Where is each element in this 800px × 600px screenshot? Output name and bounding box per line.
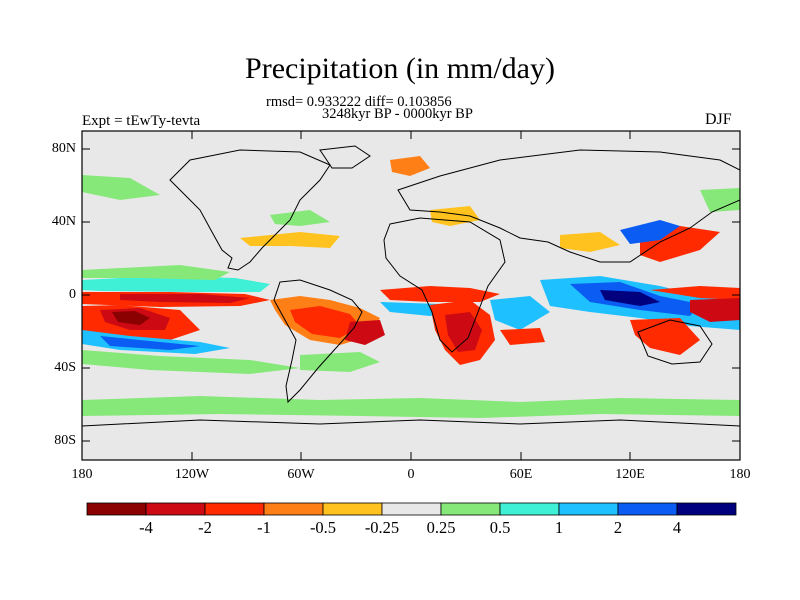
colorbar-swatch-7 [499,502,560,516]
atlantic-itcz-red [380,286,500,302]
x-tick-0: 0 [407,467,415,482]
colorbar-label-9: 4 [672,518,682,537]
australia-red [630,318,700,355]
spcz-core [112,311,150,325]
x-tick-180-right: 180 [729,467,751,482]
antarctica-outline [82,419,740,427]
indian-ocean-west-blue [490,296,550,330]
colorbar-label-0: -4 [139,518,153,537]
plot-title: Precipitation (in mm/day) [245,52,555,85]
y-tick-80n: 80N [51,141,76,156]
pacific-north-cyan [82,276,270,292]
colorbar-label-5: 0.25 [426,518,456,537]
colorbar-label-2: -1 [257,518,271,537]
south-pacific-darkblue [100,336,200,350]
period-subtitle: 3248kyr BP - 0000kyr BP [322,106,473,122]
y-tick-0: 0 [69,287,76,302]
x-axis-ticks [191,131,631,460]
colorbar-swatch-0 [86,502,147,516]
pacific-itcz-darkred [120,294,250,303]
west-pacific-red [650,286,740,300]
southern-ocean-green [82,396,740,418]
australia-outline [637,319,713,365]
maritime-core [600,290,660,306]
north-pacific-east-green [700,188,740,212]
colorbar-swatch-1 [145,502,206,516]
x-tick-60e: 60E [509,467,533,482]
colorbar-swatch-9 [617,502,678,516]
precip-anomaly-field [82,156,740,418]
south-atlantic-green [300,352,380,372]
colorbar-label-7: 1 [554,518,564,537]
colorbar-swatch-2 [204,502,265,516]
colorbar-swatch-4 [322,502,383,516]
africa-outline [383,217,506,353]
colorbar-label-3: -0.5 [309,518,337,537]
madagascar-red [500,328,545,345]
greenland-outline [319,145,371,169]
eurasia-outline [397,149,740,263]
experiment-label: Expt = tEwTy-tevta [82,113,201,129]
y-tick-80s: 80S [54,433,76,448]
west-pacific-darkred [690,298,740,322]
south-pacific-green [82,350,300,374]
colorbar-label-4: -0.25 [364,518,400,537]
x-tick-180-left: 180 [71,467,93,482]
colorbar-swatch-8 [558,502,619,516]
colorbar [86,502,737,516]
colorbar-swatch-6 [440,502,501,516]
coastlines [82,145,740,427]
x-tick-60w: 60W [287,467,315,482]
southern-africa-darkred [445,312,482,352]
colorbar-label-1: -2 [198,518,212,537]
arctic-orange [390,156,430,176]
south-america-outline [273,279,363,404]
mediterranean-yellow [430,206,480,226]
rmsd-diff-subtitle: rmsd= 0.933222 diff= 0.103856 [266,94,452,110]
y-tick-40s: 40S [54,360,76,375]
colorbar-swatch-5 [381,502,442,516]
south-america-red [290,306,360,338]
colorbar-label-8: 2 [613,518,623,537]
season-label: DJF [705,111,732,128]
colorbar-swatch-10 [676,502,737,516]
x-tick-120e: 120E [615,467,645,482]
y-axis-ticks [82,148,740,442]
north-pacific-green [82,175,160,200]
south-asia-yellow [560,232,620,252]
pacific-north-green [82,265,230,280]
north-atlantic-green [270,210,330,226]
colorbar-swatch-3 [263,502,324,516]
north-atlantic-yellow [240,232,340,248]
y-tick-40n: 40N [51,214,76,229]
colorbar-label-6: 0.5 [489,518,511,537]
east-asia-blue [620,220,680,244]
x-tick-120w: 120W [174,467,210,482]
